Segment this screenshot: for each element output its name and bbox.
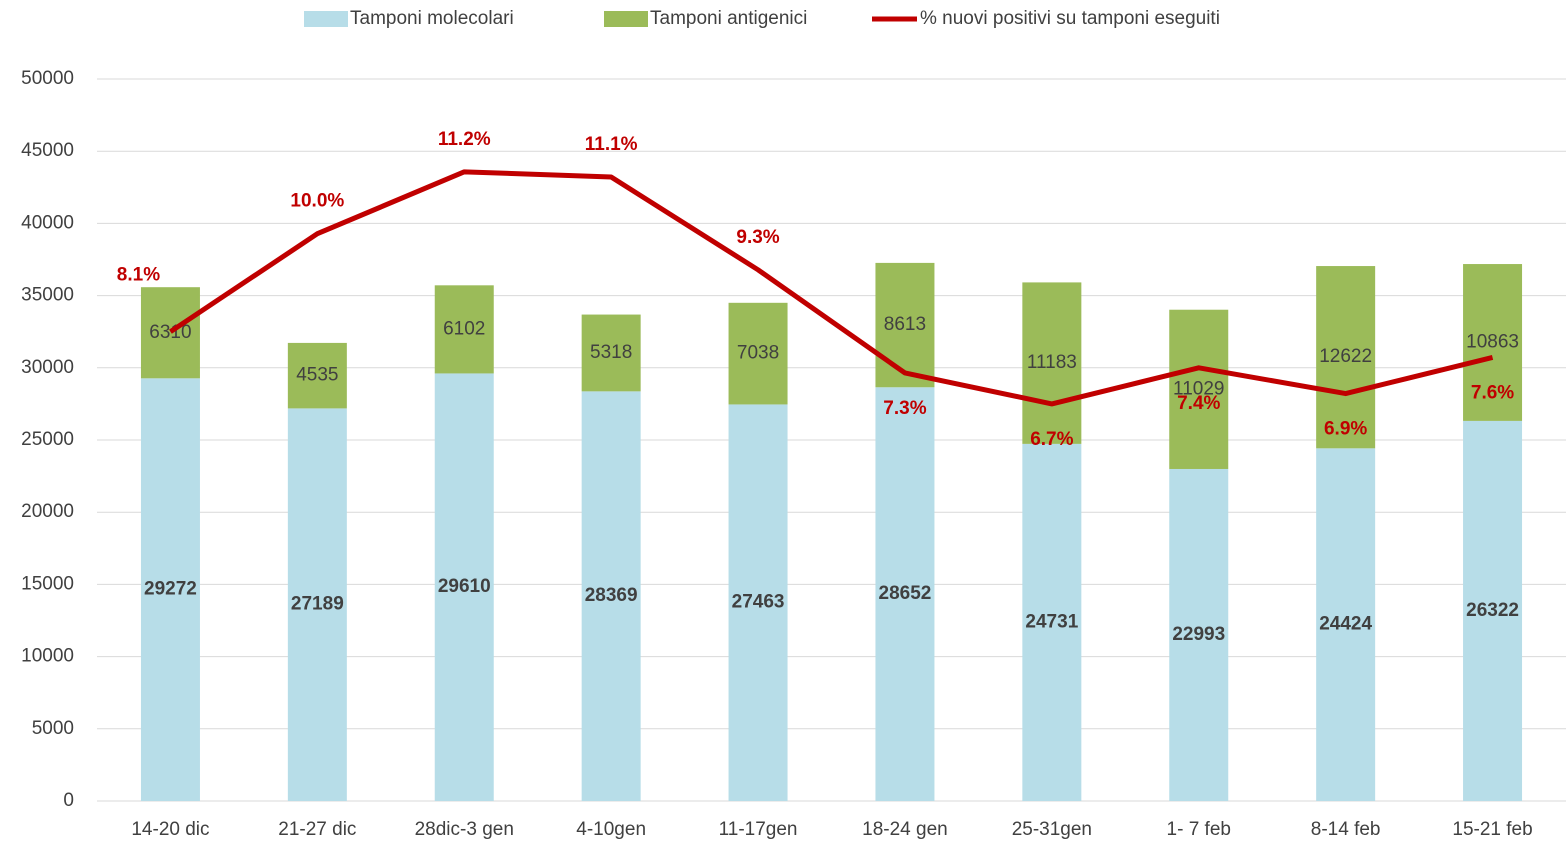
line-value-label: 7.6% (1471, 383, 1514, 404)
bar-segment (1022, 282, 1082, 444)
bar-value-label: 7038 (737, 343, 779, 364)
bar-value-label: 22993 (1172, 624, 1225, 645)
bar-value-label: 27189 (291, 594, 344, 615)
bar-segment (1022, 443, 1082, 801)
y-tick-label: 5000 (32, 718, 74, 739)
y-tick-label: 45000 (21, 140, 74, 161)
bar-segment (287, 342, 347, 409)
legend-label: % nuovi positivi su tamponi eseguiti (920, 8, 1220, 29)
line-value-label: 7.4% (1177, 393, 1220, 414)
bar-segment (287, 408, 347, 801)
line-value-label: 6.9% (1324, 419, 1367, 440)
x-tick-label: 4-10gen (576, 819, 646, 840)
line-value-label: 9.3% (736, 227, 779, 248)
x-tick-label: 25-31gen (1012, 819, 1092, 840)
bar-value-label: 28652 (879, 583, 932, 604)
bar-value-label: 6310 (149, 322, 191, 343)
bar-value-label: 8613 (884, 314, 926, 335)
line (169, 169, 1494, 407)
bar-segment (728, 302, 788, 405)
x-tick-label: 15-21 feb (1452, 819, 1532, 840)
bar-segment (875, 387, 935, 801)
y-tick-label: 10000 (21, 646, 74, 667)
bar-value-label: 26322 (1466, 600, 1519, 621)
bar-value-label: 10863 (1466, 331, 1519, 352)
line-value-label: 7.3% (883, 398, 926, 419)
legend-label: Tamponi antigenici (650, 8, 807, 29)
line-value-label: 6.7% (1030, 429, 1073, 450)
x-tick-label: 14-20 dic (131, 819, 209, 840)
x-tick-label: 28dic-3 gen (415, 819, 514, 840)
bar-value-label: 11029 (1173, 378, 1224, 399)
bar-segment (434, 373, 494, 801)
legend-swatch (304, 11, 348, 27)
bar-value-label: 4535 (296, 365, 338, 386)
bar-value-label: 6102 (443, 318, 485, 339)
y-tick-label: 40000 (21, 212, 74, 233)
x-tick-label: 21-27 dic (278, 819, 356, 840)
bar-segment (581, 314, 641, 392)
x-tick-label: 11-17gen (719, 819, 798, 840)
bar-segment (1169, 309, 1229, 469)
bar-segment (1463, 420, 1523, 801)
bar-segment (1463, 264, 1523, 421)
x-tick-label: 8-14 feb (1311, 819, 1381, 840)
bar-segment (1316, 266, 1376, 449)
bar-segment (875, 262, 935, 388)
line-value-label: 8.1% (117, 265, 160, 286)
y-tick-label: 50000 (21, 68, 74, 89)
x-tick-label: 18-24 gen (862, 819, 948, 840)
bar-value-label: 28369 (585, 585, 638, 606)
bar-value-label: 29272 (144, 579, 197, 600)
bar-value-label: 5318 (590, 342, 632, 363)
bar-segment (140, 287, 200, 379)
y-tick-label: 15000 (21, 573, 74, 594)
line-value-label: 11.1% (585, 134, 638, 155)
line-value-label: 10.0% (290, 191, 344, 212)
bar-value-label: 12622 (1319, 346, 1372, 367)
legend-label: Tamponi molecolari (350, 8, 514, 29)
bar-value-label: 24424 (1319, 614, 1372, 635)
x-tick-label: 1- 7 feb (1167, 819, 1231, 840)
legend-swatch (604, 11, 648, 27)
bar-value-label: 29610 (438, 576, 491, 597)
bar-segment (581, 391, 641, 801)
y-tick-label: 25000 (21, 429, 74, 450)
bar-value-label: 27463 (732, 592, 785, 613)
y-tick-label: 0 (63, 790, 74, 811)
bar-segment (728, 404, 788, 801)
y-tick-label: 35000 (21, 285, 74, 306)
bar-segment (140, 378, 200, 801)
bar-value-label: 24731 (1025, 611, 1078, 632)
y-tick-label: 30000 (21, 357, 74, 378)
line-value-label: 11.2% (438, 129, 491, 150)
bar-value-label: 11183 (1027, 352, 1077, 373)
bar-segment (434, 285, 494, 374)
bar-segment (1169, 468, 1229, 801)
bar-segment (1316, 448, 1376, 801)
y-tick-label: 20000 (21, 501, 74, 522)
